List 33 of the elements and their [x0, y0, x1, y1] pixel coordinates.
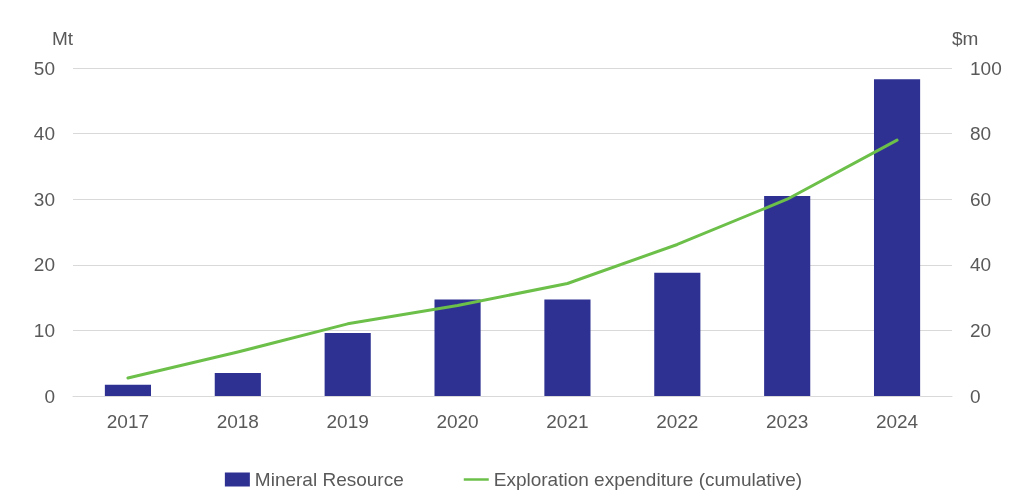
bar [324, 333, 371, 396]
bar [873, 79, 921, 396]
x-tick-label: 2021 [546, 411, 589, 432]
x-tick-label: 2018 [216, 411, 259, 432]
legend-label: Exploration expenditure (cumulative) [493, 469, 803, 490]
y2-tick-label: 100 [970, 57, 1002, 79]
y-tick-label: 20 [33, 254, 55, 276]
bar [434, 299, 481, 396]
x-tick-label: 2020 [436, 411, 479, 432]
y-tick-label: 50 [33, 57, 55, 79]
bar [214, 373, 261, 396]
y-tick-label: 0 [44, 385, 55, 407]
bar [544, 299, 591, 396]
x-tick-label: 2023 [766, 411, 809, 432]
y2-axis-title: $m [952, 28, 979, 49]
line-series [126, 138, 899, 380]
x-tick-label: 2017 [106, 411, 150, 432]
y2-tick-label: 0 [970, 385, 981, 407]
x-tick-label: 2024 [875, 411, 919, 432]
y2-tick-label: 20 [970, 319, 992, 341]
y-axis-title: Mt [51, 28, 74, 49]
bar [654, 272, 701, 396]
y-tick-label: 30 [33, 188, 55, 210]
bar [764, 195, 811, 396]
y2-tick-label: 40 [970, 254, 992, 276]
x-tick-label: 2022 [656, 411, 699, 432]
y-tick-label: 40 [33, 123, 55, 145]
y2-tick-label: 80 [970, 123, 992, 145]
legend-label: Mineral Resource [254, 469, 404, 490]
x-tick-label: 2019 [326, 411, 369, 432]
bar [104, 384, 152, 396]
y2-tick-label: 60 [970, 188, 992, 210]
y-tick-label: 10 [33, 319, 55, 341]
